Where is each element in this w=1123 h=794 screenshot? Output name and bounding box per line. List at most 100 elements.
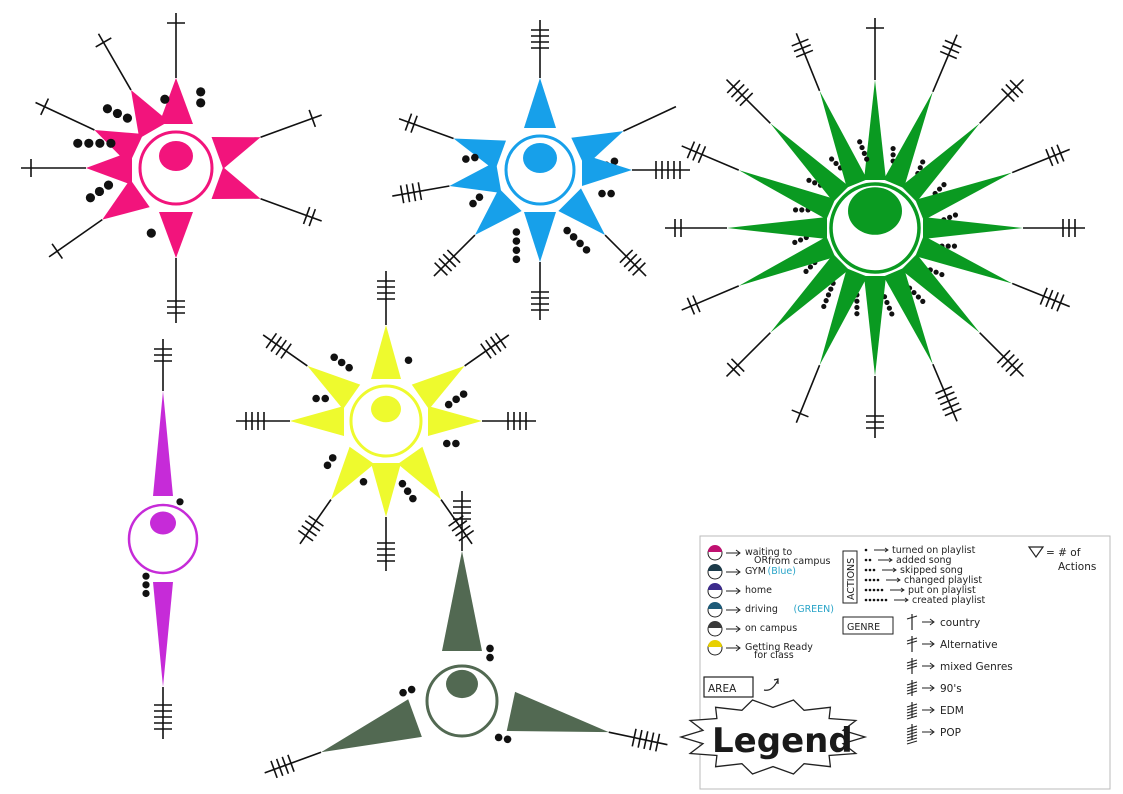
action-dot-darkgreen: [399, 688, 407, 697]
action-triangle-pink: [211, 167, 261, 200]
genre-tick-yellow: [489, 336, 502, 352]
area-eye-yellow: [371, 395, 401, 423]
genre-tick-yellow: [265, 332, 278, 349]
action-dot-icon: [872, 598, 876, 602]
action-triangle-blue: [524, 212, 556, 262]
genre-tick-icon: [906, 684, 918, 689]
action-dot-icon: [872, 578, 876, 582]
action-triangle-darkgreen: [506, 691, 609, 733]
action-dot-pink: [112, 108, 123, 119]
genre-label: country: [940, 617, 980, 629]
location-label: Getting Ready: [745, 642, 813, 653]
action-triangle-green: [923, 217, 1023, 239]
genre-tick-blue: [446, 249, 461, 264]
action-dot-yellow: [444, 400, 453, 409]
action-triangle-blue: [524, 78, 556, 128]
triangle-key-label-2: Actions: [1058, 561, 1096, 573]
genre-tick-icon: [906, 728, 918, 733]
action-triangle-yellow: [371, 463, 401, 517]
action-triangle-green: [915, 235, 1013, 284]
action-triangle-pink: [159, 212, 193, 258]
location-swatch-fill: [708, 564, 722, 571]
legend-action-row: put on playlist: [864, 585, 976, 596]
action-dot-icon: [864, 558, 868, 562]
action-dot-green: [951, 243, 958, 249]
genre-tick-pink: [302, 206, 311, 225]
action-triangle-pink: [86, 151, 132, 185]
area-eye-purple: [150, 511, 176, 535]
action-triangle-yellow: [290, 406, 344, 436]
action-dot-pink: [146, 228, 156, 238]
action-dot-green: [828, 286, 834, 292]
action-triangle-green: [819, 90, 868, 188]
genre-tick-icon: [906, 687, 918, 692]
action-dot-green: [920, 298, 926, 304]
glyph-darkgreen: [264, 491, 668, 779]
legend-location-row: on campus: [707, 621, 797, 637]
legend-action-row: changed playlist: [864, 575, 982, 586]
action-dot-yellow: [330, 353, 338, 362]
location-label-2: for class: [754, 650, 794, 661]
action-triangle-green: [901, 254, 980, 333]
genre-tick-green: [735, 88, 749, 102]
arrow-icon: [726, 549, 741, 557]
arrow-icon: [922, 662, 935, 670]
action-triangle-green: [727, 217, 827, 239]
arrow-icon: [726, 644, 741, 652]
action-triangle-yellow: [371, 325, 401, 379]
area-arrow: [763, 678, 779, 691]
genre-tick-blue: [619, 249, 634, 264]
action-dot-icon: [868, 578, 872, 582]
genre-tick-blue: [405, 184, 411, 203]
action-dot-icon: [876, 598, 880, 602]
genre-tick-icon: [906, 709, 918, 714]
arrow-icon: [726, 625, 741, 633]
action-dot-pink: [196, 98, 206, 108]
genre-label: mixed Genres: [940, 661, 1013, 673]
genre-tick-green: [1009, 79, 1024, 94]
action-dot-green: [915, 294, 921, 300]
genre-tick-green: [692, 295, 701, 313]
action-dot-yellow: [312, 394, 320, 403]
genre-line-blue: [623, 105, 677, 132]
genre-tick-green: [739, 92, 754, 107]
area-ring-darkgreen: [425, 664, 499, 738]
genre-label: Alternative: [940, 639, 998, 651]
genre-tick-green: [726, 79, 741, 94]
action-dot-green: [939, 271, 945, 278]
action-dot-icon: [876, 578, 880, 582]
genre-tick-darkgreen: [270, 760, 278, 779]
genre-tick-green: [1005, 358, 1020, 373]
action-dot-green: [890, 145, 896, 152]
arrow-icon: [878, 557, 893, 563]
action-dot-blue: [607, 189, 615, 198]
genre-tick-blue: [632, 262, 646, 276]
genre-line-pink: [260, 114, 322, 138]
location-swatch-fill: [708, 602, 722, 609]
legend-action-row: skipped song: [864, 565, 963, 576]
action-dot-blue: [512, 255, 521, 264]
action-dot-pink: [102, 104, 113, 114]
action-label: created playlist: [912, 595, 986, 606]
arrow-icon: [922, 618, 935, 626]
action-dot-green: [936, 186, 943, 192]
action-triangle-blue: [582, 154, 632, 186]
action-triangle-green: [770, 123, 849, 202]
action-dot-green: [854, 304, 860, 311]
action-dot-yellow: [323, 461, 332, 470]
action-dot-yellow: [409, 494, 417, 503]
genre-tick-green: [1009, 362, 1024, 377]
genre-tick-darkgreen: [643, 731, 649, 750]
location-label-3: from campus: [768, 556, 830, 567]
action-dot-purple: [142, 572, 150, 580]
action-dot-green: [857, 139, 863, 145]
glyph-green: [665, 18, 1085, 438]
location-swatch-fill: [708, 583, 722, 590]
action-triangle-yellow: [397, 446, 442, 500]
genre-tick-yellow: [494, 332, 507, 349]
action-dot-yellow: [345, 363, 353, 372]
action-dot-blue: [569, 233, 578, 241]
genre-tick-icon: [906, 659, 918, 664]
